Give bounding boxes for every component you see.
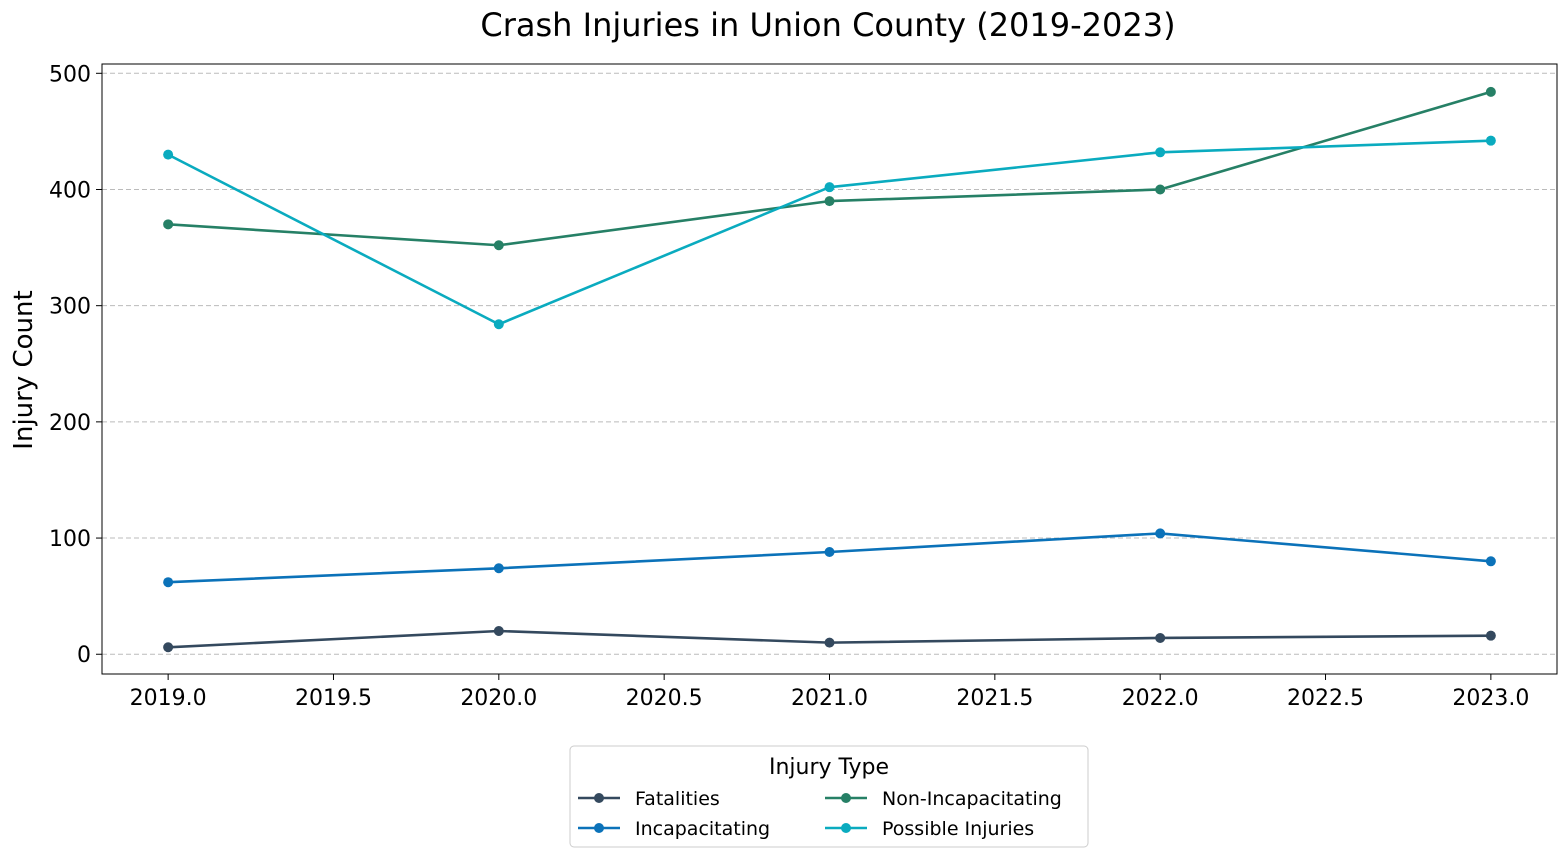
y-axis: 0 100 200 300 400 500 [49,62,102,668]
series-line-possible-injuries [167,139,1491,326]
legend-marker [841,823,851,833]
legend-item-possible-injuries[interactable]: Possible Injuries [825,818,1034,840]
data-point-incapacitating [163,577,174,588]
data-point-non-incapacitating [493,240,504,251]
x-tick-label: 2019.0 [130,686,207,711]
x-tick-label: 2020.0 [460,686,537,711]
data-point-possible-injuries [1155,147,1166,158]
legend-label: Non-Incapacitating [882,788,1062,810]
y-tick-label: 100 [49,527,91,552]
x-axis: 2019.0 2019.5 2020.0 2020.5 2021.0 2021.5 2022… [130,674,1529,711]
y-axis-label: Injury Count [9,290,39,449]
legend-box [569,745,1089,848]
plot-frame [101,63,1558,675]
legend-title: Injury Type [769,755,889,780]
data-point-incapacitating [493,563,504,574]
legend[interactable]: Injury Type Fatalities Incapacitating Non-… [569,745,1089,848]
data-point-possible-injuries [493,319,504,330]
legend-label: Possible Injuries [882,818,1034,840]
data-point-non-incapacitating [163,219,174,230]
data-point-possible-injuries [824,182,835,193]
data-point-fatalities [163,642,174,653]
y-tick-label: 500 [49,62,91,87]
legend-item-fatalities[interactable]: Fatalities [578,788,720,810]
legend-marker [594,823,604,833]
series-layer [163,86,1496,653]
x-tick-label: 2023.0 [1452,686,1529,711]
legend-marker [594,793,604,803]
x-tick-label: 2021.0 [791,686,868,711]
legend-label: Incapacitating [635,818,770,840]
x-tick-label: 2019.5 [295,686,372,711]
data-point-fatalities [1485,630,1496,641]
series-line-incapacitating [168,532,1491,584]
legend-item-non-incapacitating[interactable]: Non-Incapacitating [825,788,1062,810]
data-point-incapacitating [1155,528,1166,539]
data-point-fatalities [493,626,504,637]
chart-title: Crash Injuries in Union County (2019-202… [480,6,1175,44]
x-tick-label: 2022.5 [1287,686,1364,711]
grid [102,72,1557,655]
legend-marker [841,793,851,803]
data-point-incapacitating [1485,556,1496,567]
y-tick-label: 400 [49,178,91,203]
y-tick-label: 0 [77,643,91,668]
legend-item-incapacitating[interactable]: Incapacitating [578,818,770,840]
data-point-incapacitating [824,547,835,557]
data-point-fatalities [1155,632,1166,643]
x-tick-label: 2020.5 [626,686,703,711]
data-point-non-incapacitating [1155,184,1166,195]
data-point-fatalities [824,637,835,648]
x-tick-label: 2022.0 [1122,686,1199,711]
series-line-non-incapacitating [168,90,1492,247]
data-point-non-incapacitating [824,196,835,207]
x-tick-label: 2021.5 [956,686,1033,711]
data-point-non-incapacitating [1485,86,1496,97]
legend-label: Fatalities [635,788,720,810]
y-tick-label: 200 [49,411,91,436]
data-point-possible-injuries [163,149,174,160]
y-tick-label: 300 [49,295,91,320]
data-point-possible-injuries [1485,135,1496,146]
